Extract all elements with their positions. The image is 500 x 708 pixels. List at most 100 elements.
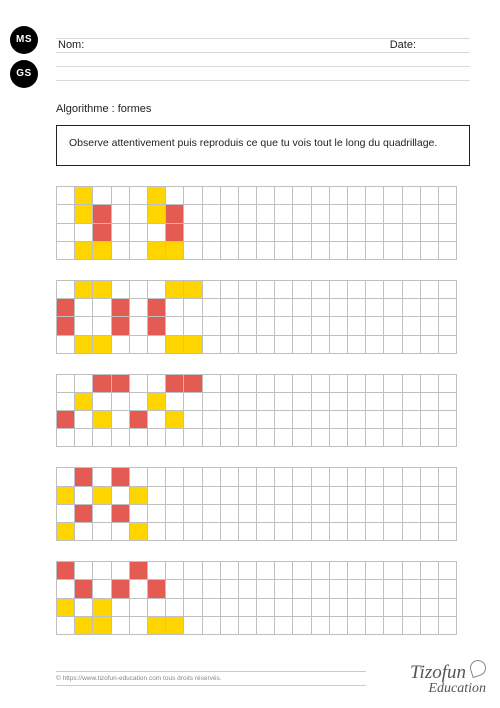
grid-cell	[330, 393, 348, 411]
grid-cell	[184, 375, 202, 393]
grid-cell	[166, 242, 184, 260]
grid-cell	[112, 281, 130, 299]
grid-cell	[384, 599, 402, 617]
grid-cell	[112, 411, 130, 429]
grid-cell	[93, 187, 111, 205]
grid-cell	[239, 617, 257, 635]
grid-cell	[330, 242, 348, 260]
grid-cell	[275, 487, 293, 505]
grid-cell	[75, 317, 93, 335]
grid-cell	[221, 599, 239, 617]
grid-cell	[166, 562, 184, 580]
grid-cell	[439, 487, 457, 505]
grid-cell	[148, 375, 166, 393]
grid-cell	[384, 336, 402, 354]
grid-cell	[221, 505, 239, 523]
grid-cell	[403, 281, 421, 299]
grid-cell	[366, 317, 384, 335]
grid-cell	[293, 411, 311, 429]
grid-cell	[148, 580, 166, 598]
pattern-grid	[56, 561, 470, 635]
grid-cell	[203, 562, 221, 580]
grid-cell	[403, 411, 421, 429]
grid-cell	[130, 487, 148, 505]
grid-cell	[130, 523, 148, 541]
grid-cell	[275, 336, 293, 354]
grid-cell	[330, 317, 348, 335]
grid-cell	[112, 242, 130, 260]
grid-cell	[75, 505, 93, 523]
grid-cell	[148, 487, 166, 505]
grid-cell	[257, 224, 275, 242]
grid-cell	[203, 281, 221, 299]
grid-cell	[403, 617, 421, 635]
grid-cell	[166, 523, 184, 541]
grid-cell	[348, 187, 366, 205]
grid-cell	[403, 562, 421, 580]
grid-cell	[166, 281, 184, 299]
grid-cell	[221, 393, 239, 411]
grid-cell	[403, 580, 421, 598]
grid-cell	[312, 317, 330, 335]
grid-cell	[384, 224, 402, 242]
grid-cell	[348, 281, 366, 299]
grid-cell	[293, 281, 311, 299]
grid-cell	[384, 505, 402, 523]
grid-cell	[275, 580, 293, 598]
grid-cell	[112, 205, 130, 223]
grid-cell	[221, 617, 239, 635]
grid-cell	[130, 242, 148, 260]
grid-cell	[148, 281, 166, 299]
grid-cell	[239, 393, 257, 411]
grid-cell	[293, 468, 311, 486]
flower-icon	[468, 658, 488, 678]
grid-cell	[257, 299, 275, 317]
grid-cell	[275, 242, 293, 260]
grid-cell	[166, 580, 184, 598]
grid-cell	[148, 224, 166, 242]
grid-cell	[348, 411, 366, 429]
grid-cell	[312, 562, 330, 580]
grid-cell	[275, 523, 293, 541]
grid-cell	[421, 317, 439, 335]
grid-cell	[148, 599, 166, 617]
grid-cell	[203, 393, 221, 411]
grid-cell	[239, 224, 257, 242]
grid-cell	[75, 187, 93, 205]
grid-cell	[275, 299, 293, 317]
grid-cell	[239, 523, 257, 541]
grid-cell	[330, 411, 348, 429]
grid-cell	[221, 468, 239, 486]
grid-cell	[366, 599, 384, 617]
grid-cell	[348, 336, 366, 354]
grid-cell	[93, 375, 111, 393]
grid-cell	[57, 205, 75, 223]
grid-cell	[130, 317, 148, 335]
grid-cell	[293, 242, 311, 260]
grid-cell	[184, 411, 202, 429]
grid-cell	[57, 317, 75, 335]
grid-cell	[93, 505, 111, 523]
grid-cell	[166, 505, 184, 523]
grid-cell	[257, 411, 275, 429]
grid-cell	[275, 411, 293, 429]
grid-cell	[239, 299, 257, 317]
grid-cell	[93, 411, 111, 429]
grid-cell	[184, 429, 202, 447]
grid-cell	[421, 224, 439, 242]
grid-cell	[166, 429, 184, 447]
pattern-grid	[56, 467, 470, 541]
grid-cell	[130, 599, 148, 617]
grid-cell	[275, 599, 293, 617]
grid-cell	[439, 505, 457, 523]
grid-cell	[366, 468, 384, 486]
grid-cell	[403, 523, 421, 541]
grid-cell	[184, 505, 202, 523]
grid-cell	[221, 281, 239, 299]
grid-cell	[148, 505, 166, 523]
brand-line1: Tizofun	[410, 660, 486, 682]
grid-cell	[257, 205, 275, 223]
grid-cell	[93, 336, 111, 354]
grid-cell	[439, 224, 457, 242]
grid-cell	[75, 281, 93, 299]
